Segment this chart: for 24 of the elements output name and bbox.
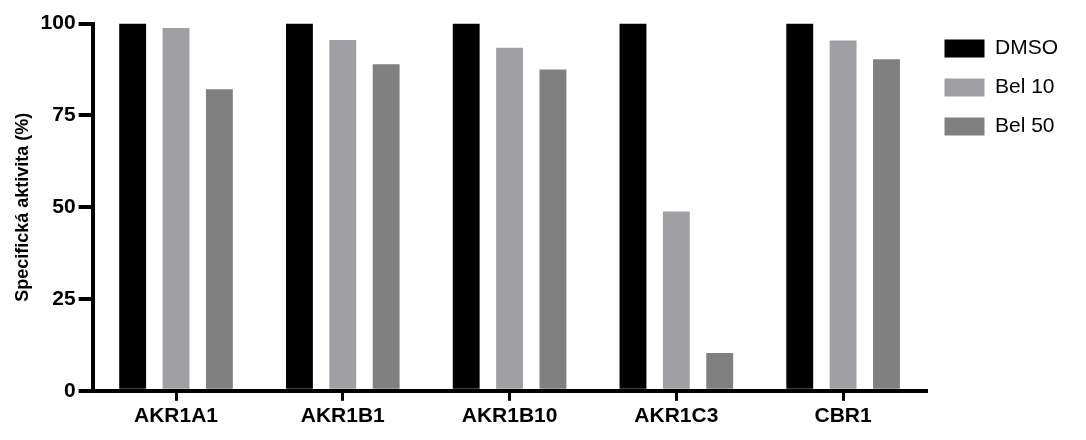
bar [205,89,233,389]
bar [706,352,734,389]
legend-label: Bel 50 [995,113,1055,137]
legend-label: Bel 10 [995,74,1055,98]
y-tick-label: 75 [52,102,76,126]
y-axis-title: Specifická aktivita (%) [11,112,32,302]
bar [662,211,690,389]
y-tick-label: 0 [63,377,76,401]
bar [329,40,357,389]
bar [829,40,857,389]
bar [372,64,400,389]
bar [162,28,190,389]
bar [873,59,900,389]
x-tick-label: AKR1B1 [300,403,386,427]
y-tick-label: 25 [52,285,76,309]
x-tick-label: CBR1 [814,403,873,427]
y-tick-label: 50 [52,194,76,217]
legend-label: DMSO [995,35,1058,59]
x-tick-label: AKR1C3 [634,403,719,427]
x-tick-label: AKR1B10 [461,403,558,427]
bar [539,69,567,389]
bar [496,47,524,389]
y-tick-label: 100 [40,10,76,34]
x-tick-label: AKR1A1 [134,403,219,427]
